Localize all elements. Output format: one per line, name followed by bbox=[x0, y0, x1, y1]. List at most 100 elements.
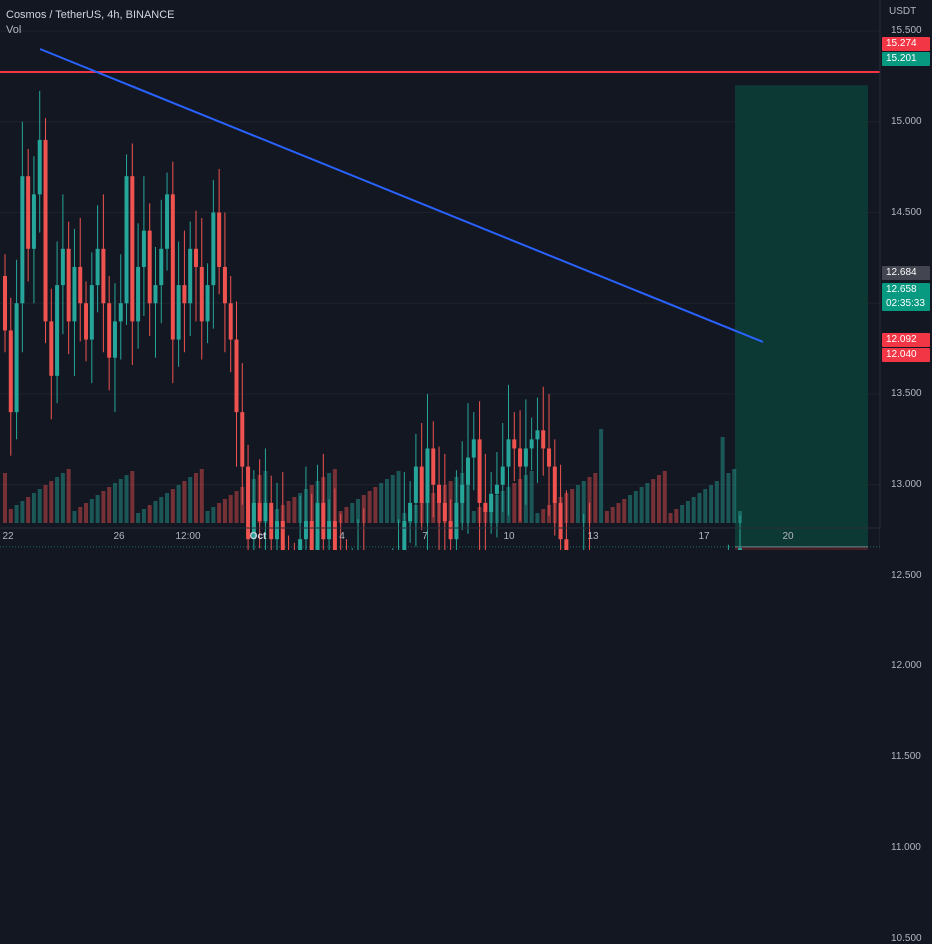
price-tick-label: 11.000 bbox=[891, 841, 921, 853]
candle-body bbox=[419, 466, 424, 503]
candle-body bbox=[228, 303, 233, 340]
target-price-tag: 15.201 bbox=[882, 52, 930, 66]
candle-body bbox=[483, 502, 488, 512]
volume-bar bbox=[78, 507, 83, 523]
currency-label: USDT bbox=[889, 6, 917, 17]
volume-bar bbox=[662, 471, 667, 523]
volume-bar bbox=[228, 495, 233, 523]
volume-bar bbox=[361, 495, 366, 523]
candle-body bbox=[31, 194, 36, 249]
candle-body bbox=[84, 303, 89, 340]
volume-bar bbox=[130, 471, 135, 523]
volume-bar bbox=[709, 485, 714, 523]
candle-body bbox=[107, 303, 112, 358]
volume-bar bbox=[193, 473, 198, 523]
candle-body bbox=[454, 502, 459, 540]
volume-bar bbox=[327, 473, 332, 523]
volume-bar bbox=[379, 483, 384, 523]
volume-bar bbox=[112, 483, 117, 523]
volume-bar bbox=[674, 509, 679, 523]
price-axis[interactable] bbox=[880, 0, 932, 528]
current-price-tag: 12.658 02:35:33 bbox=[882, 283, 930, 311]
price-tick-label: 12.000 bbox=[891, 660, 922, 672]
volume-bar bbox=[60, 473, 65, 523]
candle-body bbox=[269, 502, 274, 540]
volume-bar bbox=[8, 509, 13, 523]
candle-body bbox=[738, 548, 742, 550]
candle-body bbox=[489, 493, 494, 512]
volume-bar bbox=[552, 501, 557, 523]
volume-bar bbox=[685, 501, 690, 523]
candle-body bbox=[437, 484, 442, 503]
candle-body bbox=[512, 439, 517, 449]
candle-body bbox=[535, 430, 540, 440]
candle-body bbox=[8, 330, 13, 413]
volume-bar bbox=[234, 491, 239, 523]
candle-countdown: 02:35:33 bbox=[886, 298, 925, 309]
volume-bar bbox=[37, 489, 42, 523]
volume-bar bbox=[217, 503, 222, 523]
candle-body bbox=[460, 484, 465, 503]
volume-bar bbox=[315, 481, 320, 523]
price-tick-label: 15.500 bbox=[891, 25, 922, 36]
candle-body bbox=[112, 321, 117, 358]
volume-bar bbox=[691, 497, 696, 523]
volume-bar bbox=[570, 489, 575, 523]
volume-bar bbox=[726, 473, 731, 523]
volume-bar bbox=[338, 511, 343, 523]
profit-zone bbox=[735, 85, 868, 547]
candle-body bbox=[309, 521, 314, 550]
volume-bar bbox=[558, 497, 563, 523]
price-chart[interactable] bbox=[0, 0, 932, 550]
candle-body bbox=[182, 285, 187, 304]
volume-bar bbox=[211, 507, 216, 523]
time-tick-label: 22 bbox=[2, 531, 14, 542]
volume-bar bbox=[639, 487, 644, 523]
candle-body bbox=[55, 285, 60, 376]
volume-bar bbox=[205, 511, 210, 523]
volume-bar bbox=[246, 483, 251, 523]
symbol-title[interactable]: Cosmos / TetherUS, 4h, BINANCE bbox=[6, 9, 175, 21]
current-price: 12.658 bbox=[886, 284, 917, 295]
volume-bar bbox=[419, 501, 424, 523]
volume-bar bbox=[159, 497, 164, 523]
candle-body bbox=[26, 176, 31, 249]
price-tick-label: 13.500 bbox=[891, 388, 922, 399]
volume-bar bbox=[356, 499, 361, 523]
time-tick-label: 10 bbox=[503, 531, 515, 542]
volume-bar bbox=[593, 473, 598, 523]
price-tick-label: 11.500 bbox=[891, 751, 921, 762]
candle-body bbox=[217, 212, 222, 267]
volume-bar bbox=[286, 501, 291, 523]
candle-body bbox=[518, 448, 523, 467]
volume-bar bbox=[72, 511, 77, 523]
volume-bar bbox=[714, 481, 719, 523]
entry-price-tag: 12.684 bbox=[882, 266, 930, 280]
candle-body bbox=[246, 466, 251, 540]
volume-bar bbox=[309, 485, 314, 523]
candle-body bbox=[275, 521, 280, 540]
volume-bar bbox=[153, 501, 158, 523]
volume-bar bbox=[471, 511, 476, 523]
volume-bar bbox=[182, 481, 187, 523]
volume-bar bbox=[188, 477, 193, 523]
volume-bar bbox=[668, 513, 673, 523]
volume-bar bbox=[523, 475, 528, 523]
volume-bar bbox=[610, 507, 615, 523]
volume-bar bbox=[413, 505, 418, 523]
candle-body bbox=[251, 502, 256, 540]
volume-bar bbox=[645, 483, 650, 523]
volume-bar bbox=[564, 493, 569, 523]
candle-body bbox=[402, 521, 407, 550]
volume-bar bbox=[465, 469, 470, 523]
volume-bar bbox=[269, 513, 274, 523]
volume-bar bbox=[84, 503, 89, 523]
candle-body bbox=[130, 176, 135, 322]
candle-body bbox=[199, 266, 204, 322]
volume-label[interactable]: Vol bbox=[6, 24, 22, 36]
candle-body bbox=[240, 412, 245, 467]
price-tick-label: 15.000 bbox=[891, 115, 922, 127]
resistance-price-tag: 15.274 bbox=[882, 37, 930, 51]
volume-bar bbox=[575, 485, 580, 523]
volume-bar bbox=[408, 509, 413, 523]
